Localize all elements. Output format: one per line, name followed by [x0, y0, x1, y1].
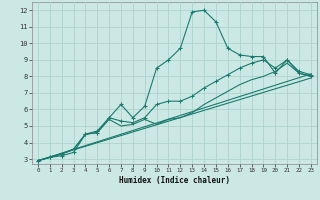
X-axis label: Humidex (Indice chaleur): Humidex (Indice chaleur)	[119, 176, 230, 185]
